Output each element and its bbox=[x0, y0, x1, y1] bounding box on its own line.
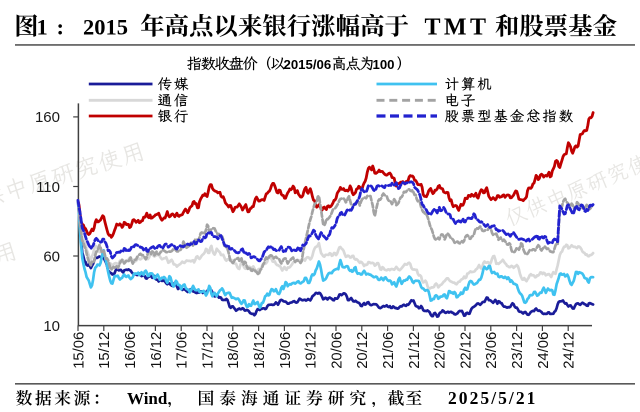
svg-text:17/12: 17/12 bbox=[200, 332, 216, 369]
svg-text:21/06: 21/06 bbox=[381, 332, 397, 369]
svg-text:110: 110 bbox=[36, 179, 60, 196]
svg-text:2015/06: 2015/06 bbox=[284, 57, 332, 72]
svg-text:Wind: Wind bbox=[127, 389, 168, 407]
svg-text:23/06: 23/06 bbox=[484, 332, 500, 369]
svg-text:TMT: TMT bbox=[425, 15, 490, 41]
svg-text:2025/5/21: 2025/5/21 bbox=[448, 388, 537, 407]
svg-text:24/12: 24/12 bbox=[562, 332, 578, 369]
svg-text:15/06: 15/06 bbox=[71, 332, 87, 369]
svg-text:22/12: 22/12 bbox=[458, 332, 474, 369]
svg-text:19/06: 19/06 bbox=[278, 332, 294, 369]
svg-text:100: 100 bbox=[373, 57, 395, 72]
svg-text::: : bbox=[57, 15, 65, 40]
svg-text:20/06: 20/06 bbox=[329, 332, 345, 369]
svg-text:15/12: 15/12 bbox=[97, 332, 113, 369]
svg-text:22/06: 22/06 bbox=[433, 332, 449, 369]
svg-text:16/06: 16/06 bbox=[123, 332, 139, 369]
svg-text:24/06: 24/06 bbox=[536, 332, 552, 369]
svg-text:2015: 2015 bbox=[83, 15, 128, 40]
svg-text:17/06: 17/06 bbox=[175, 332, 191, 369]
svg-text:18/06: 18/06 bbox=[226, 332, 242, 369]
svg-text:10: 10 bbox=[43, 318, 60, 335]
svg-text:23/12: 23/12 bbox=[510, 332, 526, 369]
svg-text:20/12: 20/12 bbox=[355, 332, 371, 369]
svg-text:19/12: 19/12 bbox=[304, 332, 320, 369]
svg-text:60: 60 bbox=[43, 248, 60, 265]
svg-text:21/12: 21/12 bbox=[407, 332, 423, 369]
svg-text:1: 1 bbox=[37, 15, 48, 40]
svg-text:160: 160 bbox=[35, 109, 60, 126]
svg-text:16/12: 16/12 bbox=[149, 332, 165, 369]
svg-text:18/12: 18/12 bbox=[252, 332, 268, 369]
